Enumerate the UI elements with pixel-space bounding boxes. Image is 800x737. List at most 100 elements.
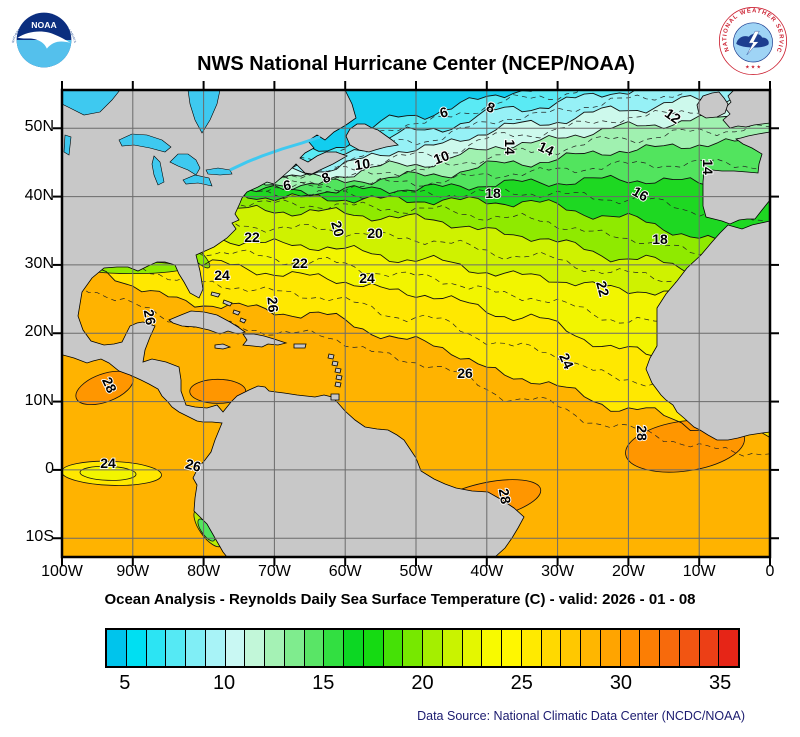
- lon-axis-label: 80W: [187, 563, 221, 580]
- land-jamaica: [214, 343, 232, 350]
- contour-label: 14: [502, 139, 518, 155]
- colorbar-labels: 5 10 15 20 25 30 35: [105, 672, 740, 696]
- lon-axis-label: 40W: [470, 563, 504, 580]
- noaa-logo-wordmark: NOAA: [31, 20, 56, 30]
- isotherm-dashed-line: [62, 181, 770, 263]
- sst-band: [62, 138, 770, 196]
- contour-label: 28: [496, 487, 514, 505]
- lon-axis-label: 10W: [682, 563, 716, 580]
- lat-axis-label: 40N: [24, 186, 54, 204]
- colorbar-tick-label: 20: [411, 672, 434, 694]
- lon-axis-label: 60W: [328, 563, 362, 580]
- land-layer: [62, 90, 770, 557]
- map-figure: 6 8 6 8 10 10 12 14 14 14 16 18 18 20 20 22 22 22 24 24 24 24…: [53, 81, 779, 566]
- lat-axis-label: 50N: [24, 118, 54, 136]
- nws-logo: NATIONAL WEATHER SERVICE ★ ★ ★: [718, 6, 788, 76]
- contour-label: 26: [457, 365, 473, 381]
- colorbar-tick-label: 25: [510, 672, 533, 694]
- grid-layer: [62, 90, 770, 557]
- colorbar-cell: [225, 630, 246, 666]
- lat-axis-label: 0: [45, 459, 54, 477]
- contour-label: 22: [292, 255, 308, 271]
- land-france-iberia: [702, 131, 770, 225]
- colorbar-cell: [344, 630, 364, 666]
- map-caption: Ocean Analysis - Reynolds Daily Sea Surf…: [104, 591, 696, 608]
- isotherm-dashed-line: [62, 158, 770, 193]
- lon-axis-label: 30W: [541, 563, 575, 580]
- contour-label: 26: [141, 308, 159, 326]
- land-puerto-rico: [293, 343, 307, 349]
- lon-axis-label: 90W: [116, 563, 150, 580]
- footer-text: Data Source: National Climatic Data Cent…: [417, 709, 745, 723]
- st-lawrence-river: [229, 135, 321, 172]
- contour-label: 24: [359, 270, 375, 286]
- noaa-logo: NATIONAL OCEANIC AND ATMOSPHERIC ADMINIS…: [8, 4, 80, 76]
- land-hispaniola: [242, 333, 288, 348]
- page-title: NWS National Hurricane Center (NCEP/NOAA…: [197, 53, 635, 75]
- land-lesser-antilles: [327, 353, 343, 401]
- lake-hudson-bay: [62, 90, 121, 116]
- colorbar-tick-label: 10: [212, 672, 236, 694]
- contour-label: 14: [700, 159, 716, 175]
- land-britain: [722, 90, 770, 129]
- contour-label: 10: [431, 147, 451, 167]
- contour-label: 22: [593, 279, 613, 298]
- lon-axis-label: 70W: [257, 563, 291, 580]
- lon-axis-label: 100W: [41, 563, 83, 580]
- contour-label: 10: [353, 155, 371, 173]
- lat-axis-label: 20N: [24, 323, 54, 341]
- colorbar-cell: [205, 630, 226, 666]
- lat-axis-label: 30N: [24, 254, 54, 272]
- colorbar-cell: [166, 630, 186, 666]
- contour-label: 18: [485, 185, 501, 201]
- colorbar-cell: [482, 630, 502, 666]
- colorbar-cell: [541, 630, 562, 666]
- land-newfoundland: [345, 123, 399, 153]
- colorbar-cell: [403, 630, 423, 666]
- colorbar-cell: [107, 630, 127, 666]
- colorbar-cell: [581, 630, 601, 666]
- land-americas: [62, 90, 525, 557]
- noaa-seagull-icon: [17, 31, 71, 49]
- colorbar-cell: [265, 630, 285, 666]
- lat-axis-label: 10S: [25, 528, 54, 546]
- temperature-colorbar: [105, 628, 740, 668]
- colorbar-cell: [324, 630, 344, 666]
- colorbar-cell: [679, 630, 700, 666]
- colorbar-tick-label: 15: [312, 672, 335, 694]
- contour-label: 28: [99, 374, 120, 395]
- colorbar-cell: [363, 630, 384, 666]
- colorbar-cell: [186, 630, 206, 666]
- colorbar-cell: [521, 630, 542, 666]
- isotherm-dashed-line: [62, 239, 770, 406]
- contour-label: 26: [184, 455, 203, 475]
- colorbar-cell: [660, 630, 680, 666]
- colorbar-tick-label: 35: [709, 672, 732, 694]
- colorbar-cell: [600, 630, 621, 666]
- axis-ticks-layer: [53, 81, 779, 566]
- land-bahamas: [210, 291, 247, 324]
- colorbar-cell: [245, 630, 265, 666]
- contour-label: 24: [214, 267, 230, 283]
- colorbar-cell: [462, 630, 483, 666]
- land-ireland: [696, 91, 729, 119]
- contour-label: 20: [367, 225, 383, 241]
- contour-label: 24: [556, 350, 577, 371]
- lake-winnipeg: [63, 134, 72, 156]
- colorbar-tick-label: 5: [119, 672, 131, 694]
- lon-axis-label: 50W: [399, 563, 433, 580]
- lat-axis-label: 10N: [24, 391, 54, 409]
- colorbar-cell: [699, 630, 720, 666]
- colorbar-cell: [383, 630, 404, 666]
- contour-label: 22: [244, 229, 260, 245]
- land-africa: [645, 220, 770, 441]
- colorbar-cell: [561, 630, 581, 666]
- colorbar-cell: [146, 630, 167, 666]
- contour-label: 26: [264, 296, 281, 313]
- sst-band: [62, 174, 770, 254]
- colorbar-tick-label: 30: [609, 672, 633, 694]
- lon-axis-label: 20W: [611, 563, 645, 580]
- contour-label: 28: [634, 425, 650, 441]
